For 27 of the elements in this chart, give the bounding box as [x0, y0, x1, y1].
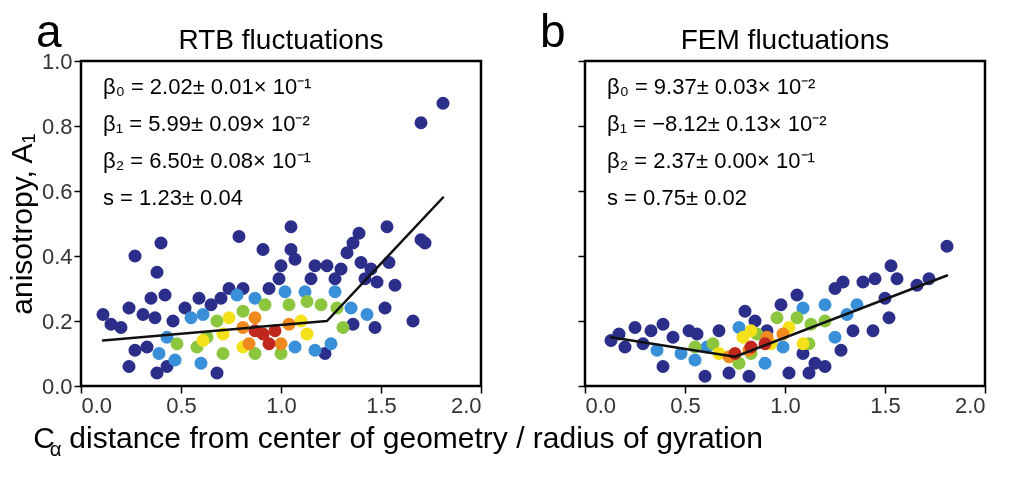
- annotation: β₀ = 2.02± 0.01× 10⁻¹: [103, 74, 312, 99]
- x-tick-label: 0.5: [670, 392, 701, 418]
- y-tick-label: 0.2: [41, 308, 73, 334]
- annotation: s = 0.75± 0.02: [607, 185, 747, 210]
- x-tick-label: 1.5: [366, 392, 397, 418]
- annotation: β₂ = 2.37± 0.00× 10⁻¹: [607, 148, 815, 173]
- annotation: β₂ = 6.50± 0.08× 10⁻¹: [103, 148, 311, 173]
- x-tick-label: 1.0: [266, 392, 297, 418]
- annotation: β₁ = 5.99± 0.09× 10⁻²: [103, 111, 310, 136]
- annotation: β₀ = 9.37± 0.03× 10⁻²: [607, 74, 816, 99]
- y-axis-title: anisotropy, A₁: [4, 133, 38, 315]
- x-tick-label: 1.5: [870, 392, 901, 418]
- annotation: β₁ = −8.12± 0.13× 10⁻²: [607, 111, 827, 136]
- x-tick-label: 0.5: [166, 392, 197, 418]
- y-tick-label: 0.8: [41, 113, 73, 139]
- y-tick-label: 0.4: [41, 243, 73, 269]
- text: b: [540, 5, 566, 57]
- annotation: s = 1.23± 0.04: [103, 185, 243, 210]
- x-tick-label: 0.0: [585, 392, 617, 418]
- chart-title: FEM fluctuations: [680, 24, 890, 55]
- chart-title: RTB fluctuations: [178, 24, 384, 55]
- x-tick-label: 0.0: [81, 392, 113, 418]
- x-tick-label: 2.0: [450, 392, 482, 418]
- y-tick-label: 0.0: [41, 373, 73, 399]
- x-tick-label: 1.0: [770, 392, 801, 418]
- x-tick-label: 2.0: [954, 392, 986, 418]
- y-tick-label: 0.6: [41, 178, 73, 204]
